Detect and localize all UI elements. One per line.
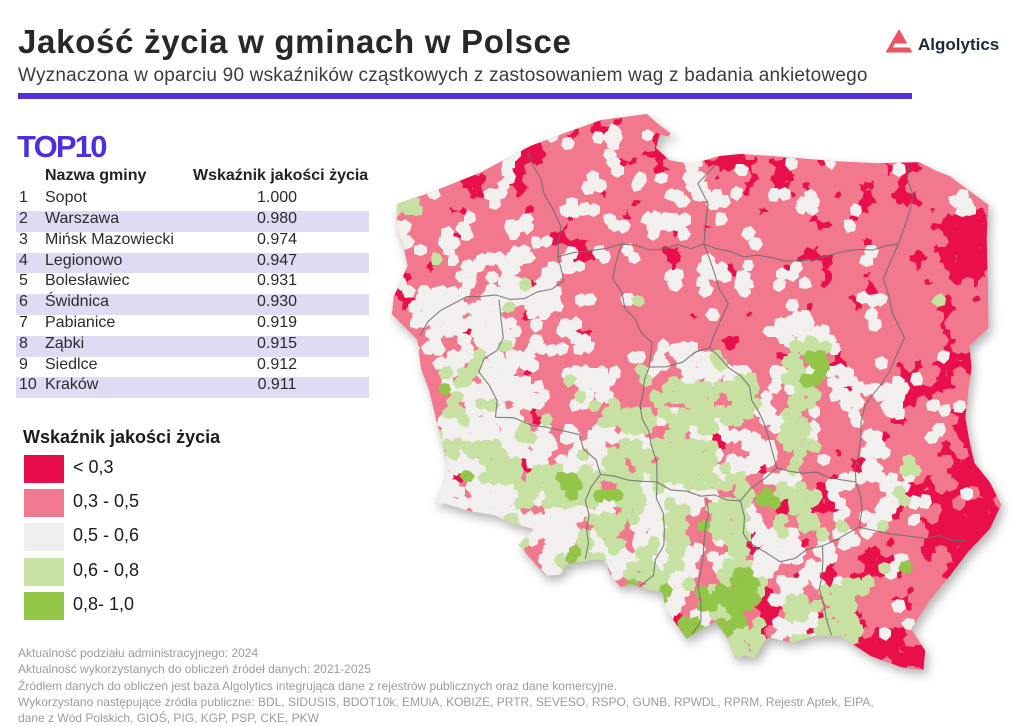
svg-text:Algolytics: Algolytics xyxy=(918,35,999,54)
